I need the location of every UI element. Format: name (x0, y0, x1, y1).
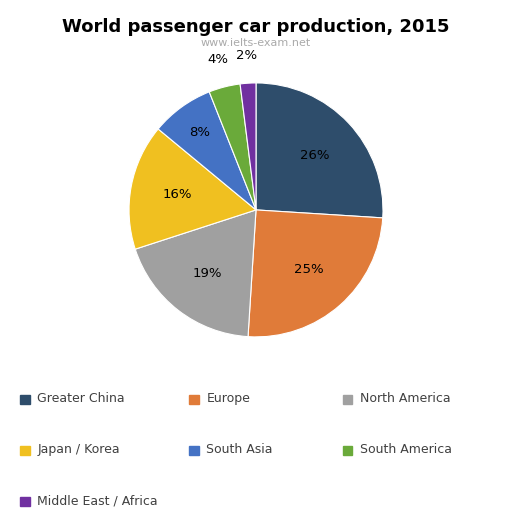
Text: Greater China: Greater China (37, 392, 125, 405)
Text: South Asia: South Asia (206, 443, 273, 456)
Text: 16%: 16% (163, 188, 192, 201)
Text: North America: North America (360, 392, 451, 405)
Wedge shape (129, 129, 256, 249)
Text: 26%: 26% (300, 148, 329, 162)
Text: 25%: 25% (294, 264, 324, 276)
Text: 8%: 8% (189, 126, 210, 139)
Wedge shape (248, 210, 383, 337)
Text: 2%: 2% (236, 49, 257, 62)
Text: South America: South America (360, 443, 452, 456)
Text: Middle East / Africa: Middle East / Africa (37, 494, 158, 507)
Text: World passenger car production, 2015: World passenger car production, 2015 (62, 18, 450, 36)
Text: www.ielts-exam.net: www.ielts-exam.net (201, 38, 311, 49)
Wedge shape (240, 83, 256, 210)
Text: Europe: Europe (206, 392, 250, 405)
Text: 19%: 19% (192, 267, 222, 280)
Wedge shape (135, 210, 256, 337)
Wedge shape (256, 83, 383, 218)
Wedge shape (209, 84, 256, 210)
Text: Japan / Korea: Japan / Korea (37, 443, 120, 456)
Wedge shape (158, 92, 256, 210)
Text: 4%: 4% (207, 53, 228, 67)
